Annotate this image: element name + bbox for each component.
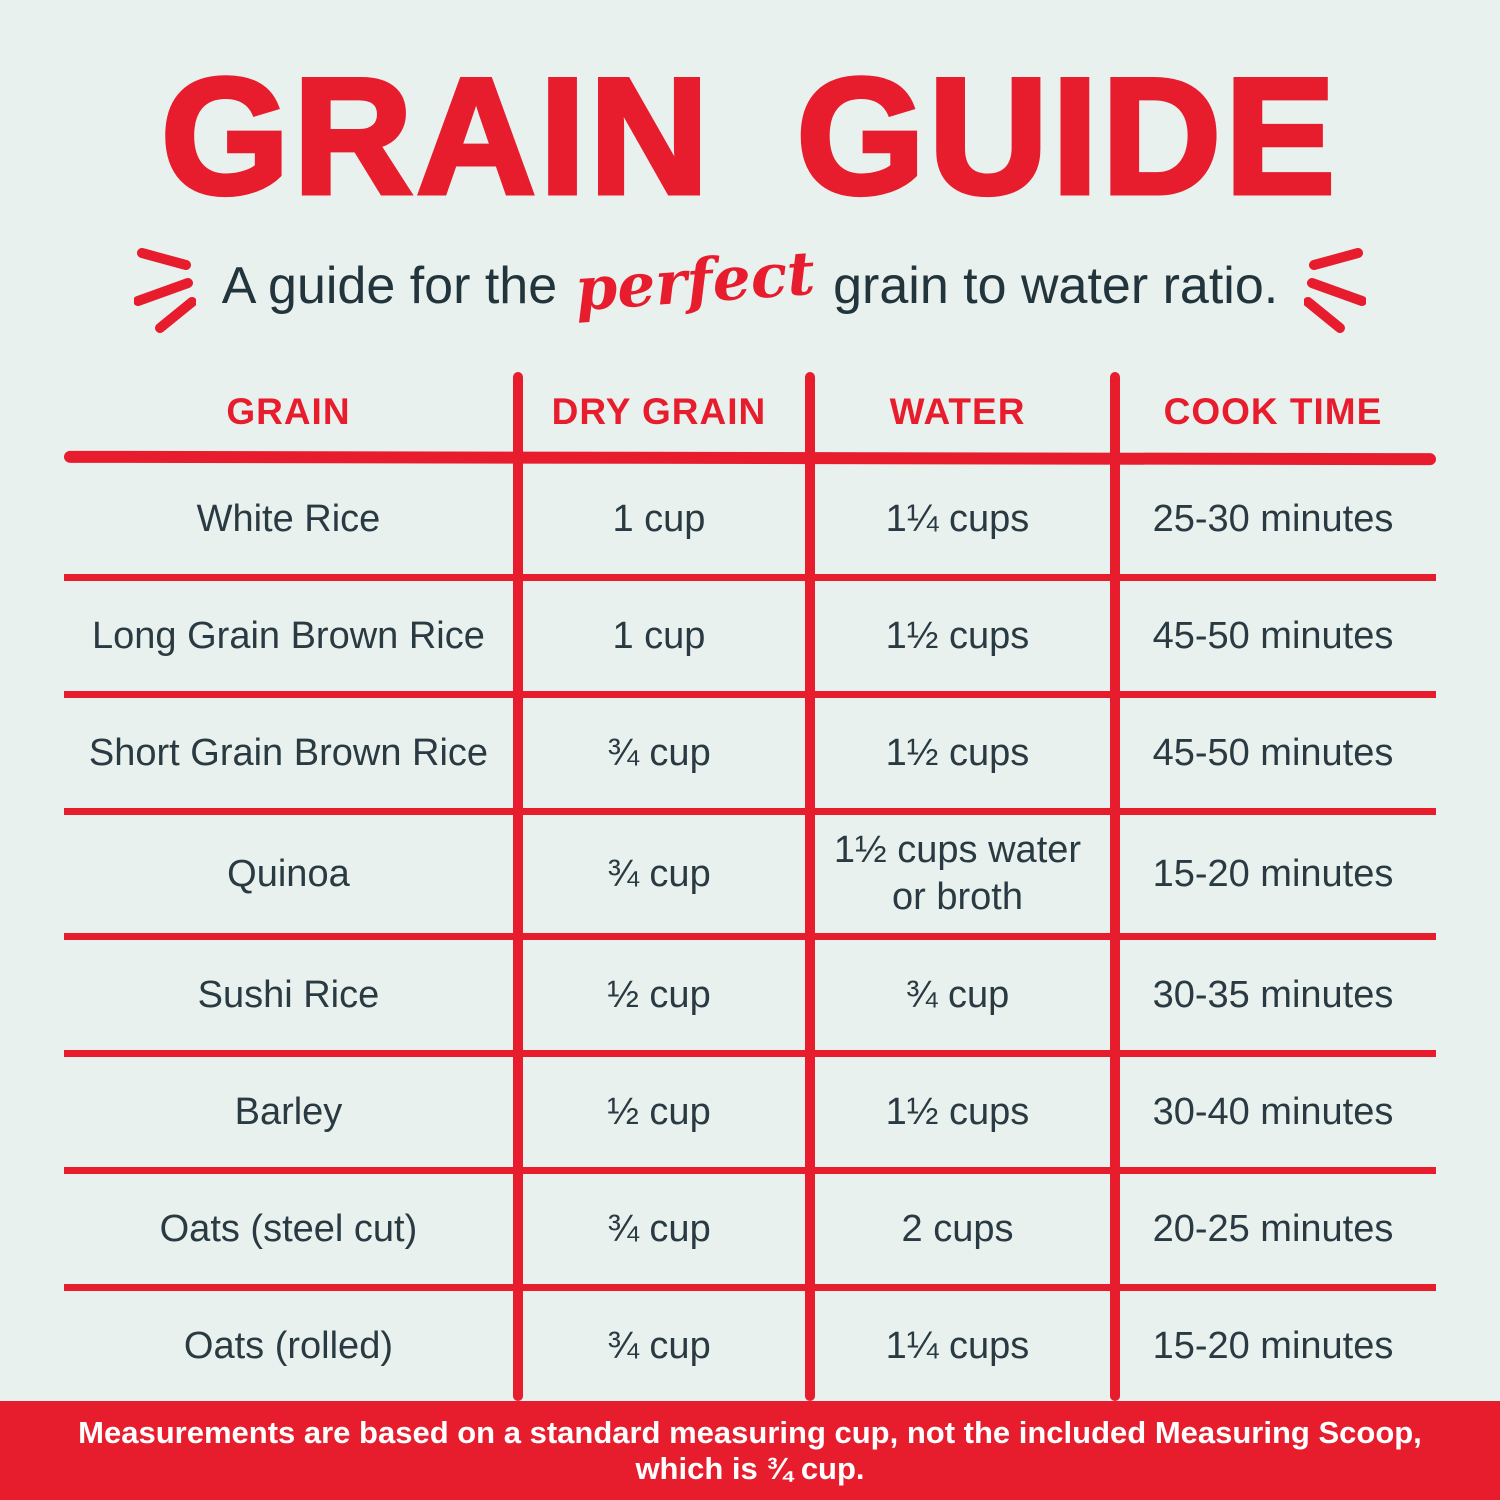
footer-bar: Measurements are based on a standard mea…	[0, 1401, 1500, 1500]
subtitle-highlight: perfect	[572, 239, 818, 326]
subtitle-prefix: A guide for the	[221, 257, 558, 316]
cook-time-cell: 25-30 minutes	[1152, 497, 1394, 540]
burst-left-icon	[133, 248, 196, 334]
grain-table: GRAIN DRY GRAIN WATER COOK TIME White Ri…	[63, 372, 1437, 1402]
column-divider-line	[805, 372, 816, 1402]
dry-grain-cell: ½ cup	[607, 973, 711, 1016]
table-row: Oats (rolled) ¾ cup 1¼ cups 15-20 minute…	[64, 1291, 1436, 1401]
burst-right-icon	[1304, 248, 1367, 334]
table-row: Barley ½ cup 1½ cups 30-40 minutes	[64, 1057, 1436, 1175]
subtitle: A guide for the perfect grain to water r…	[221, 239, 1279, 326]
table-row: White Rice 1 cup 1¼ cups 25-30 minutes	[64, 464, 1436, 582]
column-header-dry-grain: DRY GRAIN	[551, 391, 767, 433]
dry-grain-cell: 1 cup	[612, 497, 706, 540]
column-header-grain: GRAIN	[226, 391, 351, 433]
dry-grain-cell: 1 cup	[612, 614, 706, 657]
column-header-cook-time: COOK TIME	[1163, 391, 1383, 433]
water-cell: 1½ cups water or broth	[833, 828, 1082, 919]
table-header-row: GRAIN DRY GRAIN WATER COOK TIME	[64, 372, 1436, 452]
column-divider-line	[512, 372, 523, 1402]
water-cell: 1¼ cups	[885, 497, 1030, 540]
grain-cell: Oats (steel cut)	[159, 1207, 418, 1250]
water-cell: 1¼ cups	[885, 1324, 1030, 1367]
cook-time-cell: 30-40 minutes	[1152, 1090, 1394, 1133]
footer-note: Measurements are based on a standard mea…	[78, 1414, 1422, 1486]
dry-grain-cell: ¾ cup	[607, 731, 711, 774]
grain-cell: Oats (rolled)	[183, 1324, 393, 1367]
water-cell: 2 cups	[901, 1207, 1014, 1250]
water-cell: ¾ cup	[905, 973, 1010, 1016]
column-divider-line	[1110, 372, 1120, 1402]
grain-cell: Long Grain Brown Rice	[92, 614, 485, 657]
grain-cell: Quinoa	[227, 852, 350, 895]
table-row: Short Grain Brown Rice ¾ cup 1½ cups 45-…	[64, 698, 1436, 816]
dry-grain-cell: ¾ cup	[607, 1207, 711, 1250]
cook-time-cell: 45-50 minutes	[1152, 731, 1394, 774]
dry-grain-cell: ¾ cup	[607, 852, 711, 895]
cook-time-cell: 20-25 minutes	[1152, 1207, 1394, 1250]
dry-grain-cell: ½ cup	[607, 1090, 711, 1133]
cook-time-cell: 30-35 minutes	[1152, 973, 1394, 1016]
column-header-water: WATER	[889, 391, 1026, 433]
subtitle-row: A guide for the perfect grain to water r…	[0, 238, 1500, 334]
cook-time-cell: 15-20 minutes	[1152, 852, 1394, 895]
water-cell: 1½ cups	[885, 1090, 1030, 1133]
subtitle-suffix: grain to water ratio.	[833, 257, 1279, 316]
cook-time-cell: 15-20 minutes	[1152, 1324, 1394, 1367]
grain-cell: White Rice	[196, 497, 381, 540]
table-row: Quinoa ¾ cup 1½ cups water or broth 15-2…	[64, 815, 1436, 941]
water-cell: 1½ cups	[885, 731, 1030, 774]
cook-time-cell: 45-50 minutes	[1152, 614, 1394, 657]
grain-cell: Barley	[234, 1090, 343, 1133]
table-row: Sushi Rice ½ cup ¾ cup 30-35 minutes	[64, 940, 1436, 1058]
grain-cell: Sushi Rice	[197, 973, 380, 1016]
table-row: Long Grain Brown Rice 1 cup 1½ cups 45-5…	[64, 581, 1436, 699]
table-row: Oats (steel cut) ¾ cup 2 cups 20-25 minu…	[64, 1174, 1436, 1292]
page-title: GRAIN GUIDE	[158, 44, 1340, 228]
dry-grain-cell: ¾ cup	[607, 1324, 711, 1367]
grain-cell: Short Grain Brown Rice	[88, 731, 489, 774]
water-cell: 1½ cups	[885, 614, 1030, 657]
